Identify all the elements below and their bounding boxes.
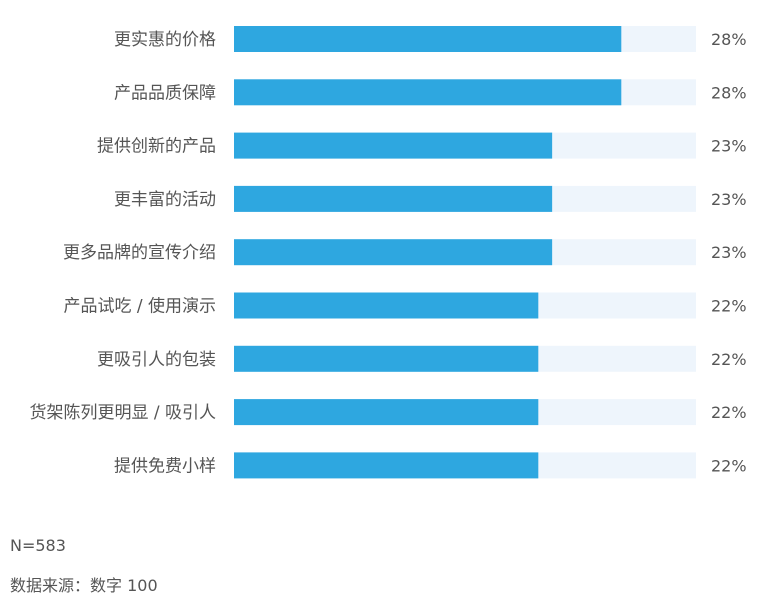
value-label: 22% — [711, 350, 747, 369]
data-source-note: 数据来源：数字 100 — [10, 576, 158, 595]
category-label: 更多品牌的宣传介绍 — [63, 243, 216, 263]
category-label: 产品试吃 / 使用演示 — [63, 296, 216, 317]
category-label: 更丰富的活动 — [114, 190, 216, 210]
bar — [234, 452, 539, 479]
category-label: 产品品质保障 — [114, 83, 216, 103]
bar — [234, 239, 553, 266]
bar — [234, 399, 539, 426]
value-label: 23% — [711, 190, 747, 209]
value-label: 22% — [711, 403, 747, 422]
bar — [234, 26, 622, 52]
category-label: 提供免费小样 — [114, 456, 216, 476]
value-label: 28% — [711, 83, 747, 102]
category-label: 更吸引人的包装 — [97, 350, 216, 370]
bar — [234, 132, 553, 159]
value-label: 23% — [711, 243, 747, 262]
value-label: 23% — [711, 137, 747, 156]
value-label: 22% — [711, 297, 747, 316]
bar — [234, 292, 539, 319]
bar-chart: 更实惠的价格 28% 产品品质保障 28% 提供创新的产品 23% 更丰富的活动 23% 更多品… — [29, 26, 747, 479]
category-label: 提供创新的产品 — [97, 137, 216, 157]
sample-size-note: N=583 — [10, 536, 66, 555]
bar — [234, 79, 622, 106]
bar — [234, 345, 539, 372]
bar — [234, 185, 553, 212]
value-label: 22% — [711, 456, 747, 475]
category-label: 货架陈列更明显 / 吸引人 — [29, 403, 216, 423]
category-label: 更实惠的价格 — [114, 30, 216, 50]
value-label: 28% — [711, 30, 747, 49]
